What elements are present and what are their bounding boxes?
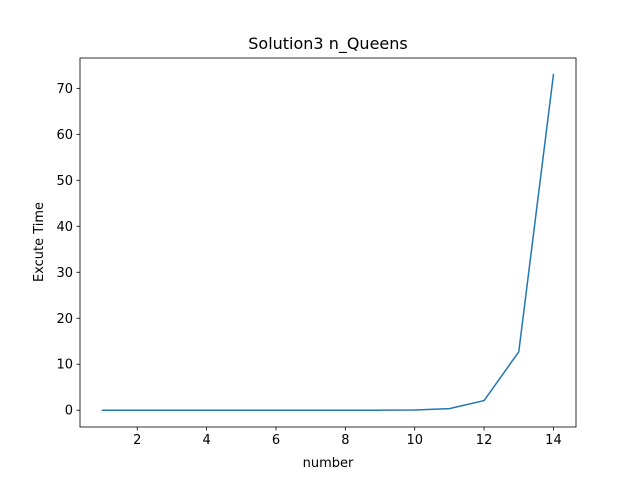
y-tick-label: 30 [56,266,73,281]
y-tick-label: 60 [56,128,73,143]
x-tick-label: 2 [133,433,141,448]
x-tick-label: 4 [202,433,210,448]
x-tick-label: 8 [341,433,349,448]
y-tick-label: 70 [56,82,73,97]
y-tick-label: 0 [65,404,73,419]
y-axis-label: Excute Time [32,202,47,282]
x-tick-label: 6 [272,433,280,448]
axes-frame [79,57,577,428]
y-tick-label: 50 [56,174,73,189]
y-tick-label: 20 [56,312,73,327]
series-line-0 [101,73,555,411]
y-tick-label: 10 [56,358,73,373]
x-axis-label: number [303,456,354,471]
chart-title: Solution3 n_Queens [248,34,407,54]
x-tick-label: 12 [476,433,493,448]
x-tick-label: 10 [406,433,423,448]
x-tick-label: 14 [545,433,562,448]
plot-area: 2 4 6 8 10 12 14 0 10 20 30 40 50 60 70 [56,57,577,448]
y-tick-label: 40 [56,220,73,235]
